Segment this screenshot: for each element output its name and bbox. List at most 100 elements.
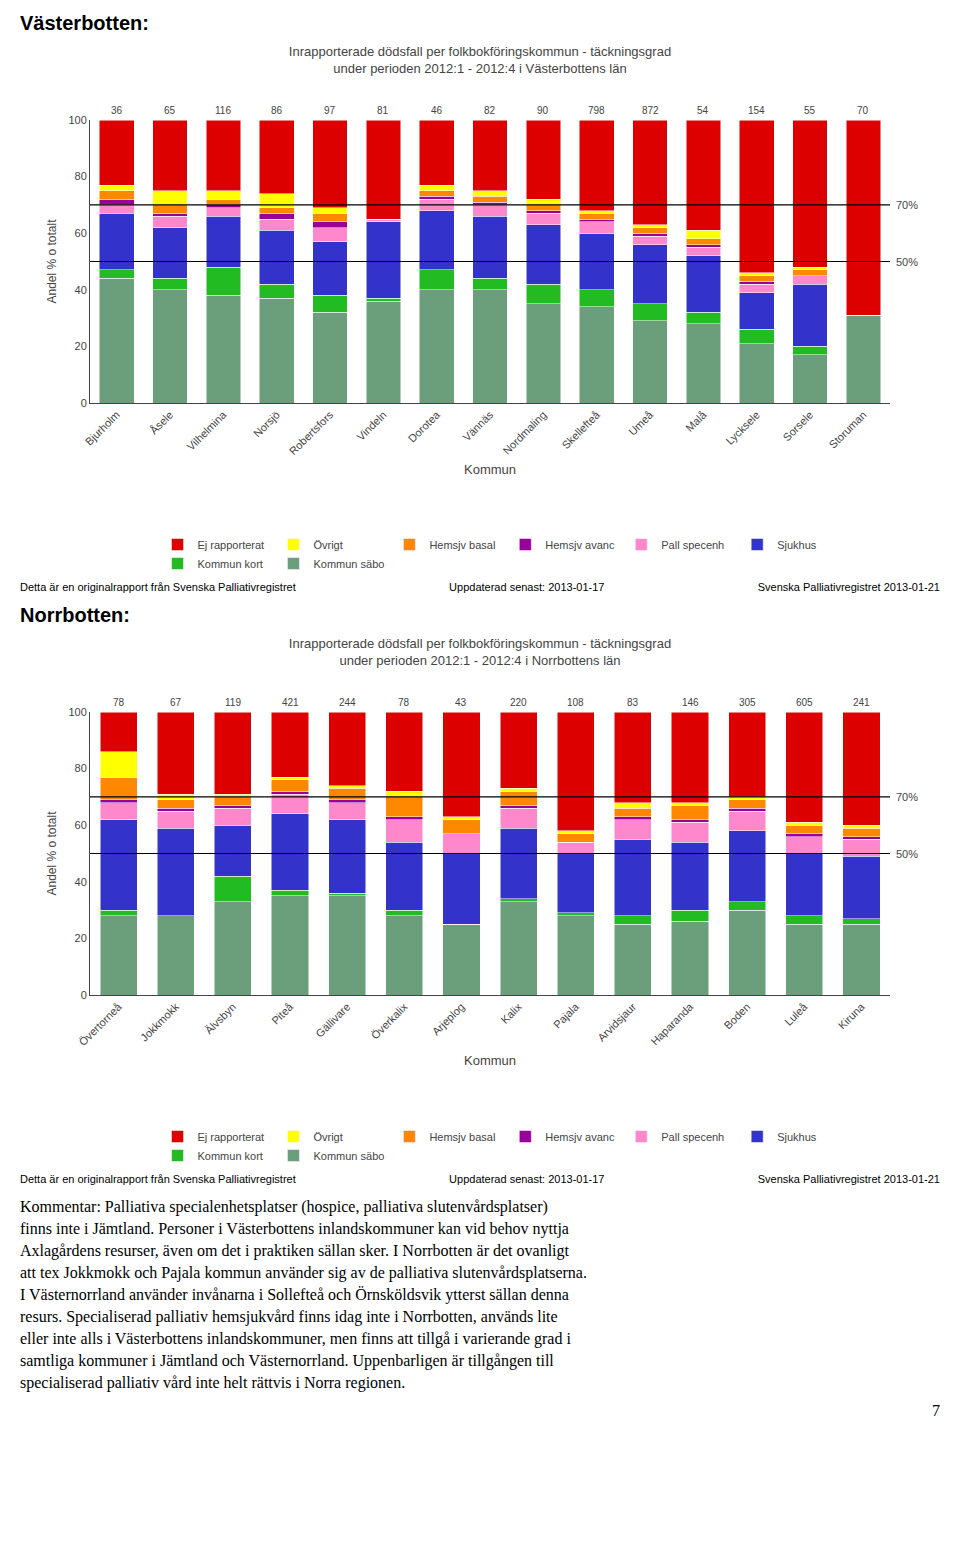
svg-text:Boden: Boden (721, 1001, 752, 1032)
svg-text:Bjurholm: Bjurholm (83, 409, 122, 448)
svg-text:0: 0 (81, 989, 87, 1001)
svg-text:Övrigt: Övrigt (313, 539, 342, 551)
svg-text:Gällivare: Gällivare (313, 1001, 352, 1040)
svg-text:305: 305 (739, 697, 756, 708)
svg-text:Kiruna: Kiruna (836, 1000, 868, 1032)
svg-text:154: 154 (748, 105, 765, 116)
svg-text:Kommun: Kommun (464, 462, 516, 477)
svg-text:54: 54 (697, 105, 709, 116)
svg-text:Kalix: Kalix (499, 1000, 525, 1026)
svg-text:Sjukhus: Sjukhus (777, 1131, 817, 1143)
svg-text:Robertsfors: Robertsfors (287, 408, 336, 457)
svg-text:90: 90 (537, 105, 549, 116)
svg-text:Andel % o totalt: Andel % o totalt (45, 811, 59, 896)
svg-text:Skellefteå: Skellefteå (559, 408, 602, 451)
svg-text:70: 70 (857, 105, 869, 116)
svg-text:Kommun kort: Kommun kort (198, 1150, 263, 1162)
svg-text:Vindeln: Vindeln (354, 409, 388, 443)
html-text:Västerbotten:: Västerbotten: (20, 12, 149, 34)
svg-text:50%: 50% (896, 256, 918, 268)
svg-text:Sjukhus: Sjukhus (777, 539, 817, 551)
svg-text:Arvidsjaur: Arvidsjaur (595, 1000, 638, 1043)
svg-text:Hemsjv basal: Hemsjv basal (429, 539, 495, 551)
svg-text:Norsjö: Norsjö (251, 409, 282, 440)
svg-text:Piteå: Piteå (269, 1000, 296, 1027)
svg-text:20: 20 (75, 340, 87, 352)
svg-text:116: 116 (215, 105, 231, 116)
svg-text:Inrapporterade dödsfall per fo: Inrapporterade dödsfall per folkbokförin… (289, 636, 671, 668)
svg-text:Åsele: Åsele (147, 409, 175, 437)
svg-text:55: 55 (804, 105, 816, 116)
svg-text:0: 0 (81, 397, 87, 409)
svg-text:100: 100 (68, 114, 86, 126)
html-text:finns inte i Jämtland. Persone: finns inte i Jämtland. Personer i Väster… (20, 1220, 569, 1237)
svg-text:241: 241 (853, 697, 870, 708)
svg-text:83: 83 (627, 697, 639, 708)
svg-text:Pall specenh: Pall specenh (661, 1131, 724, 1143)
svg-text:Övrigt: Övrigt (313, 1131, 342, 1143)
svg-text:36: 36 (111, 105, 123, 116)
svg-text:Umeå: Umeå (626, 408, 656, 438)
svg-text:60: 60 (75, 819, 87, 831)
svg-text:97: 97 (324, 105, 336, 116)
svg-text:Kommun säbo: Kommun säbo (313, 558, 384, 570)
svg-text:Hemsjv avanc: Hemsjv avanc (545, 1131, 615, 1143)
svg-text:Hemsjv basal: Hemsjv basal (429, 1131, 495, 1143)
svg-text:78: 78 (113, 697, 125, 708)
svg-text:Arjeplog: Arjeplog (430, 1001, 467, 1038)
svg-text:78: 78 (398, 697, 410, 708)
svg-text:Nordmaling: Nordmaling (500, 409, 548, 457)
svg-text:108: 108 (567, 697, 584, 708)
svg-text:220: 220 (510, 697, 527, 708)
svg-text:605: 605 (796, 697, 813, 708)
svg-text:244: 244 (339, 697, 356, 708)
svg-text:Andel % o totalt: Andel % o totalt (45, 219, 59, 304)
svg-text:Pall specenh: Pall specenh (661, 539, 724, 551)
svg-text:Haparanda: Haparanda (648, 1000, 696, 1048)
html-text:Norrbotten:: Norrbotten: (20, 604, 130, 626)
svg-text:Storuman: Storuman (826, 409, 868, 451)
svg-text:872: 872 (642, 105, 659, 116)
svg-text:Jokkmokk: Jokkmokk (138, 1000, 181, 1043)
svg-text:146: 146 (682, 697, 699, 708)
svg-text:Ej rapporterat: Ej rapporterat (198, 1131, 265, 1143)
svg-text:40: 40 (75, 876, 87, 888)
svg-text:82: 82 (484, 105, 496, 116)
svg-text:80: 80 (75, 762, 87, 774)
svg-text:Lycksele: Lycksele (724, 409, 762, 447)
svg-text:100: 100 (68, 706, 86, 718)
svg-text:Luleå: Luleå (782, 1000, 810, 1028)
svg-text:Övertorneå: Övertorneå (76, 1000, 124, 1048)
svg-text:40: 40 (75, 284, 87, 296)
svg-text:67: 67 (170, 697, 182, 708)
svg-text:Vilhelmina: Vilhelmina (184, 408, 229, 453)
svg-text:46: 46 (431, 105, 443, 116)
svg-text:20: 20 (75, 932, 87, 944)
svg-text:70%: 70% (896, 791, 918, 803)
svg-text:Hemsjv avanc: Hemsjv avanc (545, 539, 615, 551)
svg-text:65: 65 (164, 105, 176, 116)
svg-text:Inrapporterade dödsfall per fo: Inrapporterade dödsfall per folkbokförin… (289, 44, 671, 76)
svg-text:Överkalix: Överkalix (369, 1000, 410, 1041)
svg-text:Kommun säbo: Kommun säbo (313, 1150, 384, 1162)
svg-text:Vännäs: Vännäs (460, 408, 495, 443)
svg-text:119: 119 (225, 697, 241, 708)
svg-text:Dorotea: Dorotea (406, 408, 443, 445)
svg-text:Malå: Malå (683, 408, 709, 434)
svg-text:798: 798 (588, 105, 605, 116)
svg-text:Ej rapporterat: Ej rapporterat (198, 539, 265, 551)
svg-text:Älvsbyn: Älvsbyn (202, 1001, 238, 1037)
svg-text:70%: 70% (896, 199, 918, 211)
svg-text:60: 60 (75, 227, 87, 239)
svg-text:81: 81 (377, 105, 389, 116)
svg-text:Pajala: Pajala (551, 1000, 582, 1031)
svg-text:Kommun: Kommun (464, 1053, 516, 1068)
html-text:Kommentar: Palliativa speciale: Kommentar: Palliativa specialenhetsplats… (20, 1198, 548, 1215)
svg-text:Kommun kort: Kommun kort (198, 558, 263, 570)
svg-text:Sorsele: Sorsele (780, 409, 815, 444)
svg-text:43: 43 (455, 697, 467, 708)
svg-text:86: 86 (271, 105, 283, 116)
svg-text:80: 80 (75, 170, 87, 182)
svg-text:421: 421 (282, 697, 299, 708)
svg-text:50%: 50% (896, 848, 918, 860)
